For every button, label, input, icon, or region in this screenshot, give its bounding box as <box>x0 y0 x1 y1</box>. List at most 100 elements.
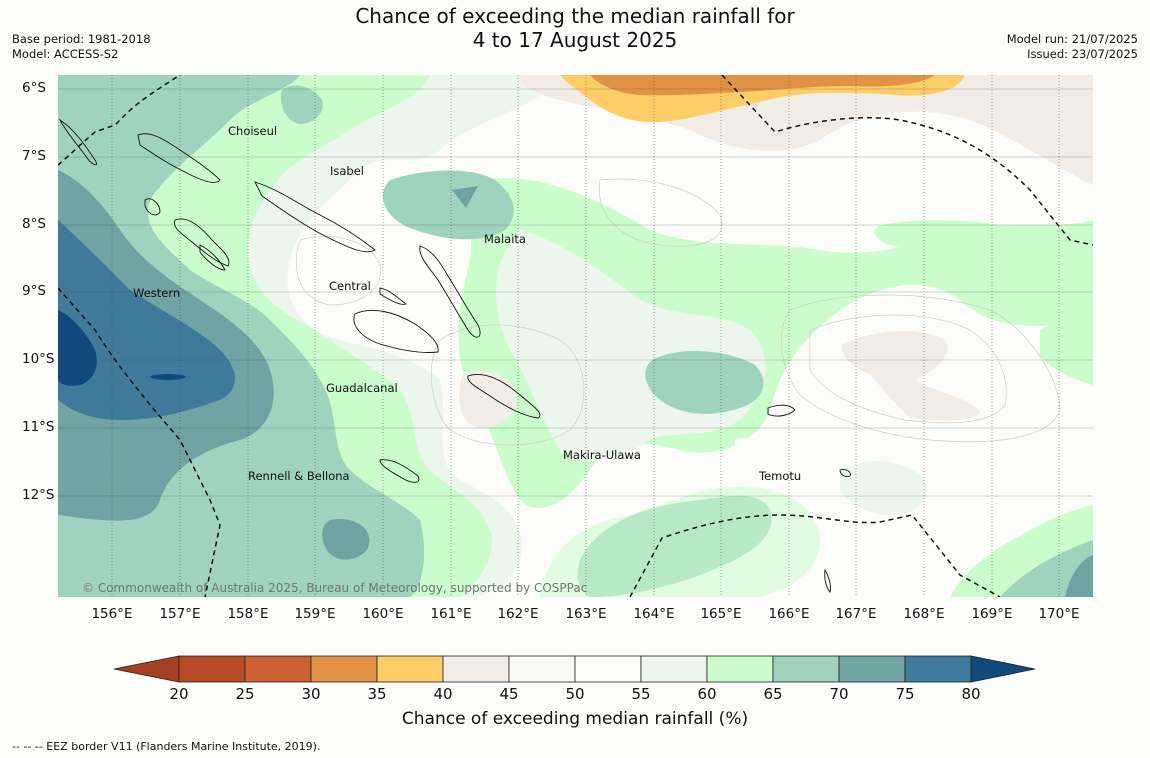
colorbar-tick-label: 30 <box>301 685 321 703</box>
colorbar <box>113 655 1036 683</box>
island-santa-cruz <box>767 404 796 417</box>
longitude-label: 163°E <box>565 606 607 622</box>
colorbar-swatch <box>376 655 444 683</box>
band-70-75-southeast <box>1065 555 1093 597</box>
longitude-label: 164°E <box>633 606 675 622</box>
meta-right: Model run: 21/07/2025 Issued: 23/07/2025 <box>1007 32 1138 62</box>
longitude-label: 157°E <box>159 606 201 622</box>
island-central <box>379 287 407 305</box>
colorbar-swatch <box>178 655 246 683</box>
eez-border-south <box>629 514 1001 597</box>
colorbar-swatch <box>640 655 708 683</box>
latitude-label: 9°S <box>22 283 46 299</box>
islands <box>58 118 851 593</box>
band-65-70-isabel <box>382 170 514 240</box>
longitude-label: 158°E <box>227 606 269 622</box>
band-75-80-west <box>58 220 235 420</box>
latitude-label: 11°S <box>22 419 55 435</box>
colorbar-swatch <box>772 655 840 683</box>
band-65-70-southwest <box>58 495 405 597</box>
band-55-60-southeast-spot <box>840 460 928 516</box>
band-40-45-east <box>841 330 980 421</box>
latitude-label: 8°S <box>22 216 46 232</box>
island-new-georgia <box>174 218 230 267</box>
island-makira <box>467 374 541 419</box>
place-makira-ulawa: Makira-Ulawa <box>563 448 641 462</box>
eez-borders <box>58 75 1093 597</box>
colorbar-tick-label: 40 <box>433 685 453 703</box>
colorbar-swatch <box>442 655 510 683</box>
model-run: Model run: 21/07/2025 <box>1006 32 1138 46</box>
map-title: Chance of exceeding the median rainfall … <box>0 4 1150 52</box>
colorbar-swatch <box>508 655 576 683</box>
place-temotu: Temotu <box>758 469 801 483</box>
band-70-75-southwest-spot <box>322 519 370 560</box>
band-65-70-north <box>280 85 323 124</box>
place-western: Western <box>133 286 180 300</box>
title-line-2: 4 to 17 August 2025 <box>472 28 678 52</box>
copyright-notice: © Commonwealth of Australia 2025, Bureau… <box>82 581 587 595</box>
colorbar-tick-label: 65 <box>763 685 783 703</box>
colorbar-swatch <box>904 655 972 683</box>
colorbar-swatch <box>244 655 312 683</box>
contour-lines <box>296 178 1061 446</box>
longitude-label: 161°E <box>430 606 472 622</box>
model-name: Model: ACCESS-S2 <box>12 47 119 61</box>
band-55-60-spot <box>735 437 761 455</box>
latitude-label: 12°S <box>22 487 55 503</box>
place-isabel: Isabel <box>330 164 364 178</box>
meta-left: Base period: 1981-2018 Model: ACCESS-S2 <box>12 32 151 62</box>
colorbar-tick-label: 75 <box>895 685 915 703</box>
base-period: Base period: 1981-2018 <box>12 32 151 46</box>
title-line-1: Chance of exceeding the median rainfall … <box>355 4 795 28</box>
colorbar-swatch <box>310 655 378 683</box>
colorbar-tick-label: 20 <box>169 685 189 703</box>
longitude-label: 165°E <box>700 606 742 622</box>
eez-footnote: -- -- -- EEZ border V11 (Flanders Marine… <box>12 740 321 753</box>
island-guadalcanal <box>353 309 439 353</box>
island-vella <box>144 198 161 216</box>
colorbar-extend-high <box>970 655 1036 683</box>
longitude-label: 169°E <box>971 606 1013 622</box>
eez-border-north-east <box>721 75 1093 246</box>
latitude-label: 6°S <box>22 80 46 96</box>
band-80-plus-west <box>58 310 97 386</box>
colorbar-tick-label: 80 <box>961 685 981 703</box>
longitude-label: 170°E <box>1038 606 1080 622</box>
longitude-label: 166°E <box>768 606 810 622</box>
longitude-label: 160°E <box>362 606 404 622</box>
colorbar-tick-label: 60 <box>697 685 717 703</box>
map-field <box>58 75 1093 597</box>
colorbar-tick-label: 70 <box>829 685 849 703</box>
latitude-label: 7°S <box>22 148 46 164</box>
colorbar-tick-label: 25 <box>235 685 255 703</box>
colorbar-extend-low <box>113 655 180 683</box>
place-central: Central <box>329 279 371 293</box>
colorbar-tick-label: 55 <box>631 685 651 703</box>
place-guadalcanal: Guadalcanal <box>326 381 398 395</box>
colorbar-tick-label: 50 <box>565 685 585 703</box>
island-choiseul <box>137 133 221 183</box>
place-choiseul: Choiseul <box>228 124 277 138</box>
issued-date: Issued: 23/07/2025 <box>1027 47 1138 61</box>
band-60-65-northeast <box>874 220 1093 292</box>
colorbar-tick-label: 45 <box>499 685 519 703</box>
colorbar-swatch <box>838 655 906 683</box>
island-rennell <box>379 459 420 483</box>
longitude-label: 168°E <box>903 606 945 622</box>
longitude-label: 159°E <box>294 606 336 622</box>
latitude-label: 10°S <box>22 351 55 367</box>
place-rennell-bellona: Rennell & Bellona <box>248 469 350 483</box>
island-isabel <box>254 181 376 253</box>
longitude-label: 162°E <box>497 606 539 622</box>
longitude-label: 167°E <box>835 606 877 622</box>
band-70-75-isabel-spot <box>452 186 478 208</box>
island-bougainville <box>58 118 97 166</box>
graticule <box>58 75 1093 597</box>
eez-border-west <box>58 287 221 597</box>
band-65-70-east <box>645 350 764 414</box>
place-malaita: Malaita <box>484 232 526 246</box>
colorbar-swatch <box>706 655 774 683</box>
longitude-label: 156°E <box>91 606 133 622</box>
